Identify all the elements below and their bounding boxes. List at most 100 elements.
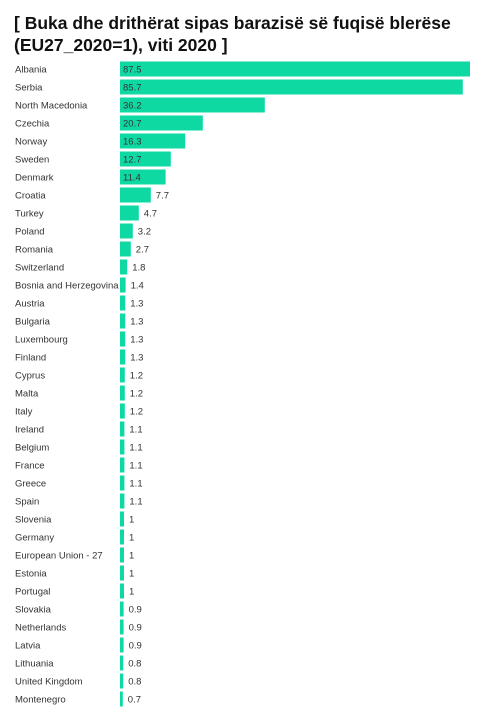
category-label-albania: Albania xyxy=(15,64,47,75)
bar-portugal xyxy=(120,583,124,599)
category-label-lithuania: Lithuania xyxy=(15,658,54,669)
bar-european-union-27 xyxy=(120,547,124,563)
category-label-croatia: Croatia xyxy=(15,190,46,201)
value-label-portugal: 1 xyxy=(129,586,134,597)
value-label-finland: 1.3 xyxy=(130,352,143,363)
category-label-czechia: Czechia xyxy=(15,118,50,129)
category-label-latvia: Latvia xyxy=(15,640,41,651)
category-label-france: France xyxy=(15,460,45,471)
category-label-belgium: Belgium xyxy=(15,442,49,453)
bar-greece xyxy=(120,475,125,491)
category-label-portugal: Portugal xyxy=(15,586,50,597)
value-label-germany: 1 xyxy=(129,532,134,543)
value-label-netherlands: 0.9 xyxy=(129,622,142,633)
bar-bulgaria xyxy=(120,313,126,329)
value-label-albania: 87.5 xyxy=(123,64,142,75)
value-label-slovakia: 0.9 xyxy=(129,604,142,615)
value-label-switzerland: 1.8 xyxy=(132,262,145,273)
bar-bosnia-and-herzegovina xyxy=(120,277,126,293)
category-label-ireland: Ireland xyxy=(15,424,44,435)
value-label-luxembourg: 1.3 xyxy=(130,334,143,345)
bar-finland xyxy=(120,349,126,365)
bar-north-macedonia xyxy=(120,97,265,113)
category-label-romania: Romania xyxy=(15,244,54,255)
category-label-finland: Finland xyxy=(15,352,46,363)
bar-lithuania xyxy=(120,655,124,671)
chart-title: [ Buka dhe drithërat sipas barazisë së f… xyxy=(14,13,451,55)
bar-latvia xyxy=(120,637,124,653)
value-label-norway: 16.3 xyxy=(123,136,142,147)
value-label-czechia: 20.7 xyxy=(123,118,142,129)
bar-serbia xyxy=(120,79,463,95)
bar-sweden xyxy=(120,151,171,167)
category-label-germany: Germany xyxy=(15,532,54,543)
category-label-denmark: Denmark xyxy=(15,172,54,183)
value-label-austria: 1.3 xyxy=(130,298,143,309)
bar-france xyxy=(120,457,125,473)
category-label-spain: Spain xyxy=(15,496,39,507)
value-label-spain: 1.1 xyxy=(129,496,142,507)
value-label-turkey: 4.7 xyxy=(144,208,157,219)
category-label-sweden: Sweden xyxy=(15,154,49,165)
category-label-north-macedonia: North Macedonia xyxy=(15,100,88,111)
value-label-slovenia: 1 xyxy=(129,514,134,525)
value-label-bulgaria: 1.3 xyxy=(130,316,143,327)
value-label-romania: 2.7 xyxy=(136,244,149,255)
bar-romania xyxy=(120,241,131,257)
value-label-italy: 1.2 xyxy=(130,406,143,417)
bar-germany xyxy=(120,529,124,545)
value-label-poland: 3.2 xyxy=(138,226,151,237)
value-label-greece: 1.1 xyxy=(129,478,142,489)
value-label-montenegro: 0.7 xyxy=(128,694,141,705)
category-label-austria: Austria xyxy=(15,298,45,309)
bar-luxembourg xyxy=(120,331,126,347)
value-label-cyprus: 1.2 xyxy=(130,370,143,381)
bar-turkey xyxy=(120,205,139,221)
bar-belgium xyxy=(120,439,125,455)
value-label-european-union-27: 1 xyxy=(129,550,134,561)
bar-switzerland xyxy=(120,259,128,275)
category-label-malta: Malta xyxy=(15,388,39,399)
bar-ireland xyxy=(120,421,125,437)
bar-montenegro xyxy=(120,691,123,707)
bar-malta xyxy=(120,385,125,401)
category-label-bosnia-and-herzegovina: Bosnia and Herzegovina xyxy=(15,280,119,291)
value-label-france: 1.1 xyxy=(129,460,142,471)
value-label-estonia: 1 xyxy=(129,568,134,579)
value-label-belgium: 1.1 xyxy=(129,442,142,453)
category-label-italy: Italy xyxy=(15,406,33,417)
category-label-turkey: Turkey xyxy=(15,208,44,219)
bar-czechia xyxy=(120,115,203,131)
bar-slovenia xyxy=(120,511,124,527)
bar-poland xyxy=(120,223,133,239)
category-label-norway: Norway xyxy=(15,136,47,147)
category-label-netherlands: Netherlands xyxy=(15,622,66,633)
bar-netherlands xyxy=(120,619,124,635)
bar-denmark xyxy=(120,169,166,185)
category-label-european-union-27: European Union - 27 xyxy=(15,550,103,561)
value-label-sweden: 12.7 xyxy=(123,154,142,165)
category-label-luxembourg: Luxembourg xyxy=(15,334,68,345)
bar-austria xyxy=(120,295,126,311)
category-label-united-kingdom: United Kingdom xyxy=(15,676,83,687)
category-label-poland: Poland xyxy=(15,226,45,237)
value-label-croatia: 7.7 xyxy=(156,190,169,201)
category-label-montenegro: Montenegro xyxy=(15,694,66,705)
value-label-latvia: 0.9 xyxy=(129,640,142,651)
value-label-bosnia-and-herzegovina: 1.4 xyxy=(131,280,144,291)
value-label-malta: 1.2 xyxy=(130,388,143,399)
category-label-slovakia: Slovakia xyxy=(15,604,52,615)
value-label-lithuania: 0.8 xyxy=(128,658,141,669)
value-label-united-kingdom: 0.8 xyxy=(128,676,141,687)
category-label-cyprus: Cyprus xyxy=(15,370,45,381)
bar-slovakia xyxy=(120,601,124,617)
category-label-switzerland: Switzerland xyxy=(15,262,64,273)
value-label-serbia: 85.7 xyxy=(123,82,142,93)
bar-united-kingdom xyxy=(120,673,124,689)
bar-italy xyxy=(120,403,125,419)
value-label-ireland: 1.1 xyxy=(129,424,142,435)
bar-norway xyxy=(120,133,186,149)
bar-albania xyxy=(120,61,470,77)
category-label-greece: Greece xyxy=(15,478,46,489)
